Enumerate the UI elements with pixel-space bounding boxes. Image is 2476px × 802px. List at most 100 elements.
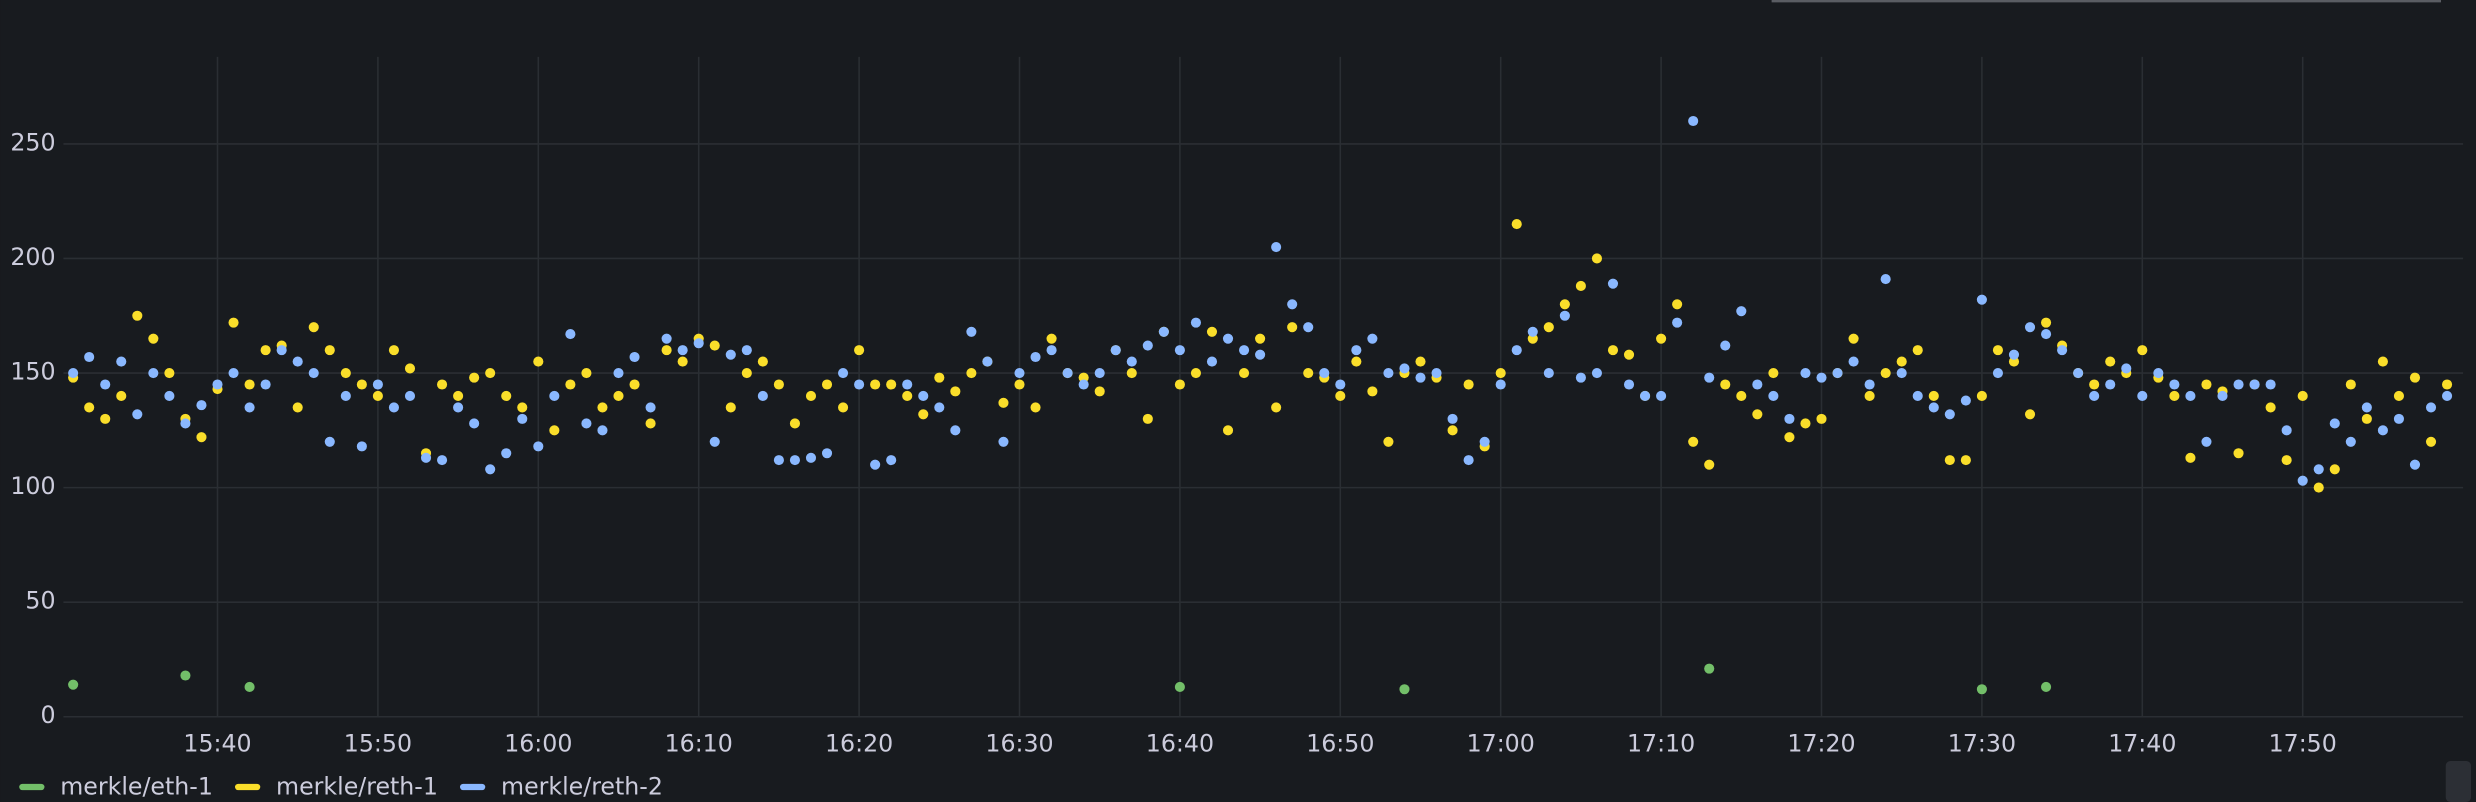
point bbox=[2057, 345, 2068, 356]
point bbox=[388, 402, 399, 413]
point bbox=[2041, 329, 2052, 340]
point bbox=[789, 455, 800, 466]
point bbox=[453, 402, 464, 413]
point bbox=[1688, 115, 1699, 127]
point bbox=[2265, 402, 2276, 413]
point bbox=[1287, 299, 1298, 310]
point bbox=[324, 436, 335, 447]
point bbox=[789, 418, 800, 429]
x-tick-label: 17:20 bbox=[1787, 730, 1855, 758]
point bbox=[757, 390, 768, 402]
point bbox=[100, 413, 111, 424]
point bbox=[2185, 452, 2196, 463]
point bbox=[148, 333, 159, 344]
point bbox=[982, 356, 993, 367]
legend-label: merkle/eth-1 bbox=[60, 772, 213, 800]
point bbox=[148, 367, 159, 379]
point bbox=[1944, 455, 1955, 466]
point bbox=[1784, 432, 1795, 443]
point bbox=[1190, 367, 1201, 379]
point bbox=[212, 379, 223, 390]
point bbox=[1447, 413, 1458, 424]
point bbox=[709, 436, 720, 447]
point bbox=[2377, 425, 2388, 436]
point bbox=[1222, 333, 1234, 344]
point bbox=[84, 351, 95, 363]
point bbox=[196, 432, 207, 443]
point bbox=[2281, 425, 2292, 436]
point bbox=[1912, 390, 1923, 402]
point bbox=[485, 367, 496, 379]
point bbox=[501, 448, 512, 459]
point bbox=[1752, 409, 1763, 420]
point bbox=[372, 390, 383, 402]
point bbox=[1142, 413, 1153, 424]
point bbox=[1559, 299, 1570, 310]
point bbox=[453, 390, 464, 402]
point bbox=[1046, 333, 1057, 344]
point bbox=[934, 372, 945, 383]
point bbox=[260, 379, 271, 390]
point bbox=[1672, 317, 1683, 328]
point bbox=[1559, 310, 1570, 321]
point bbox=[244, 379, 255, 390]
point bbox=[1832, 367, 1843, 379]
point bbox=[2201, 436, 2212, 447]
point bbox=[2073, 367, 2084, 379]
point bbox=[1319, 367, 1330, 379]
point bbox=[821, 448, 833, 459]
point bbox=[581, 367, 592, 379]
point bbox=[1174, 681, 1185, 693]
point bbox=[2425, 402, 2437, 413]
point bbox=[1800, 367, 1811, 379]
point bbox=[372, 379, 383, 390]
point bbox=[2377, 356, 2388, 367]
point bbox=[1174, 345, 1185, 356]
point bbox=[260, 345, 271, 356]
point bbox=[2361, 402, 2372, 413]
point bbox=[1431, 367, 1442, 379]
point bbox=[2024, 409, 2036, 420]
point bbox=[1640, 390, 1651, 402]
point bbox=[1864, 379, 1875, 390]
point bbox=[292, 402, 303, 413]
x-tick-label: 17:10 bbox=[1627, 730, 1695, 758]
y-tick-label: 150 bbox=[10, 358, 55, 386]
point bbox=[1463, 455, 1474, 466]
scrollbar[interactable] bbox=[2445, 760, 2471, 802]
point bbox=[2393, 413, 2404, 424]
point bbox=[1014, 379, 1025, 390]
point bbox=[2249, 379, 2260, 390]
point bbox=[950, 425, 961, 436]
x-tick-label: 16:10 bbox=[665, 730, 733, 758]
point bbox=[2233, 379, 2244, 390]
point bbox=[1110, 345, 1121, 356]
point bbox=[581, 418, 592, 429]
point bbox=[1960, 395, 1971, 406]
point bbox=[276, 345, 287, 356]
point bbox=[2345, 436, 2356, 447]
point bbox=[2329, 418, 2340, 429]
point bbox=[420, 452, 432, 463]
point bbox=[2345, 379, 2356, 390]
point bbox=[2121, 363, 2132, 374]
point bbox=[1222, 425, 1234, 436]
point bbox=[1142, 340, 1153, 351]
point bbox=[517, 413, 528, 424]
point bbox=[854, 379, 865, 390]
point bbox=[2105, 379, 2116, 390]
point bbox=[1158, 326, 1169, 337]
point bbox=[469, 418, 480, 429]
point bbox=[68, 367, 79, 379]
point bbox=[2313, 464, 2324, 475]
point bbox=[1656, 390, 1667, 402]
point bbox=[549, 390, 560, 402]
legend-swatch bbox=[235, 783, 261, 791]
point bbox=[1495, 367, 1506, 379]
point bbox=[1607, 345, 1619, 356]
x-tick-label: 16:00 bbox=[504, 730, 572, 758]
point bbox=[1848, 356, 1859, 367]
point bbox=[501, 390, 512, 402]
point bbox=[244, 681, 255, 693]
point bbox=[629, 351, 640, 363]
